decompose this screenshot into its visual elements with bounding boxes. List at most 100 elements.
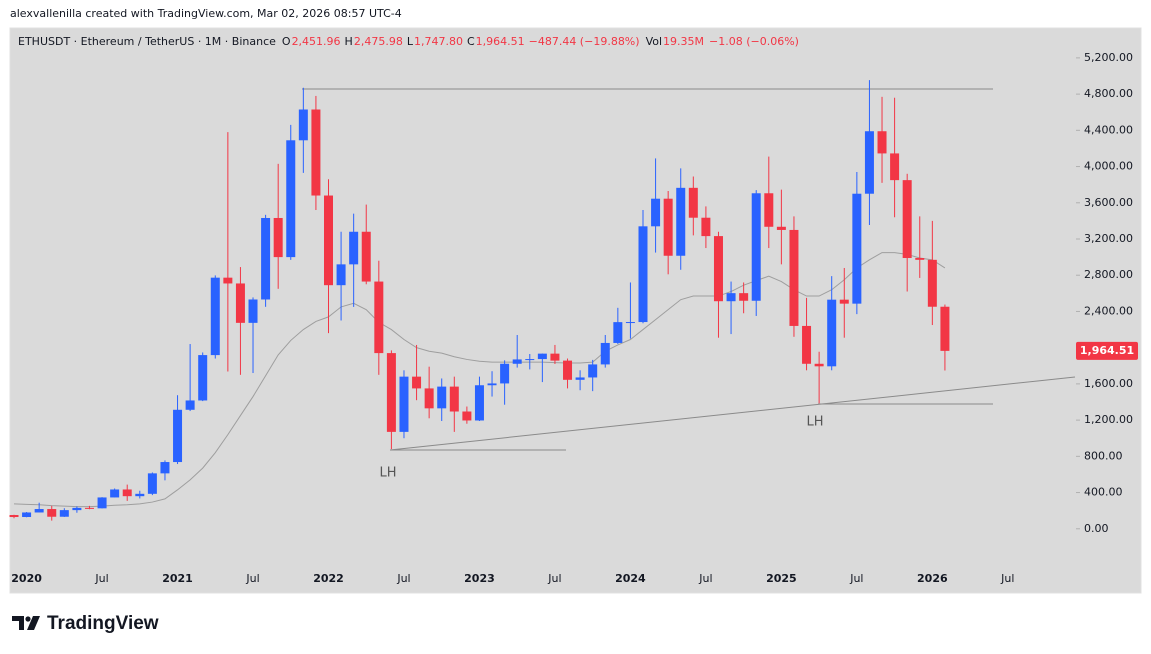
candle-body xyxy=(110,489,120,498)
candle-body xyxy=(915,258,925,260)
candle-body xyxy=(500,363,510,384)
candle-body xyxy=(877,131,887,154)
candle-body xyxy=(789,229,799,326)
y-tick-label: 4,800.00 xyxy=(1084,87,1133,100)
candle-body xyxy=(726,293,736,302)
candle-body xyxy=(613,322,623,343)
candle-body xyxy=(122,489,132,497)
candle-body xyxy=(600,342,610,365)
y-tick-label: 2,800.00 xyxy=(1084,268,1133,281)
legend-key: Vol xyxy=(646,35,662,48)
candle-body xyxy=(248,299,258,323)
candle-body xyxy=(462,411,472,421)
logo-mark xyxy=(25,616,31,622)
candle-body xyxy=(97,497,107,509)
y-tick-label: 800.00 xyxy=(1084,449,1123,462)
candle-body xyxy=(273,217,283,258)
candle-body xyxy=(349,231,359,265)
drawing-line xyxy=(389,376,1076,451)
candle-body xyxy=(902,180,912,259)
candle-body xyxy=(550,353,560,361)
candle-body xyxy=(651,198,661,227)
candle-body xyxy=(827,299,837,367)
price-label: 1,964.51 xyxy=(1080,344,1134,357)
candle-body xyxy=(864,131,874,194)
y-tick-label: 1,200.00 xyxy=(1084,413,1133,426)
candle-body xyxy=(9,515,19,518)
candle-body xyxy=(575,377,585,380)
candle-body xyxy=(751,193,761,301)
x-tick-label: Jul xyxy=(94,572,108,585)
legend-key: L xyxy=(407,35,414,48)
logo: TradingView xyxy=(12,613,159,634)
x-tick-label: Jul xyxy=(547,572,561,585)
y-tick-label: 4,000.00 xyxy=(1084,160,1133,173)
x-tick-label: 2026 xyxy=(917,572,948,585)
candle-body xyxy=(625,322,635,324)
candle-body xyxy=(940,306,950,351)
candle-body xyxy=(449,386,459,412)
legend-value: 19.35M xyxy=(663,35,704,48)
y-tick-label: 1,600.00 xyxy=(1084,377,1133,390)
candle-body xyxy=(84,507,94,509)
x-tick-label: 2020 xyxy=(11,572,42,585)
x-tick-label: Jul xyxy=(849,572,863,585)
header: alexvallenilla created with TradingView.… xyxy=(10,7,402,20)
plot xyxy=(9,80,950,521)
x-tick-label: 2022 xyxy=(313,572,344,585)
candle-body xyxy=(72,507,82,511)
candle-body xyxy=(525,359,535,361)
candle-body xyxy=(412,376,422,389)
y-tick-label: 3,200.00 xyxy=(1084,232,1133,245)
candle-body xyxy=(324,195,333,286)
candle-body xyxy=(474,385,484,421)
y-tick-label: 2,400.00 xyxy=(1084,304,1133,317)
candle-body xyxy=(374,281,384,354)
legend-value: 2,451.96 xyxy=(292,35,341,48)
candle-body xyxy=(638,226,648,323)
legend-change: −1.08 (−0.06%) xyxy=(709,35,799,48)
annotation: LH xyxy=(806,415,823,430)
x-tick-label: Jul xyxy=(1000,572,1014,585)
candle-body xyxy=(588,364,598,378)
candle-body xyxy=(22,512,32,518)
y-tick-label: 3,600.00 xyxy=(1084,196,1133,209)
y-tick-label: 5,200.00 xyxy=(1084,51,1133,64)
price-label-box xyxy=(1076,341,1138,360)
candle-body xyxy=(713,236,723,302)
candle-body xyxy=(336,264,346,286)
x-tick-label: 2025 xyxy=(766,572,797,585)
legend-value: 1,964.51 xyxy=(476,35,525,48)
candle-body xyxy=(160,462,170,474)
x-tick-label: 2021 xyxy=(162,572,193,585)
candle-body xyxy=(764,193,774,227)
candle-body xyxy=(437,386,447,409)
legend-symbol: ETHUSDT · Ethereum / TetherUS · 1M · Bin… xyxy=(18,35,276,48)
candle-body xyxy=(890,153,900,181)
legend-key: C xyxy=(467,35,475,48)
candle-body xyxy=(399,376,409,432)
legend-key: O xyxy=(282,35,291,48)
y-tick-label: 0.00 xyxy=(1084,522,1109,535)
x-tick-label: 2023 xyxy=(464,572,495,585)
candle-body xyxy=(361,231,371,282)
candle-body xyxy=(852,193,862,304)
candle-body xyxy=(135,493,145,497)
candle-body xyxy=(34,509,44,513)
legend-change: −487.44 (−19.88%) xyxy=(529,35,640,48)
candle-body xyxy=(59,510,69,517)
candle-body xyxy=(776,226,786,230)
axes: 0.00400.00800.001,200.001,600.002,000.00… xyxy=(11,51,1138,585)
candle-body xyxy=(185,400,195,410)
x-tick-label: Jul xyxy=(245,572,259,585)
candle-body xyxy=(739,293,749,301)
legend: ETHUSDT · Ethereum / TetherUS · 1M · Bin… xyxy=(18,35,799,48)
candle-body xyxy=(173,409,183,463)
legend-key: H xyxy=(345,35,353,48)
chart-panel xyxy=(9,27,1142,594)
annotation: LH xyxy=(379,466,396,481)
footer-brand: TradingView xyxy=(47,613,159,634)
candle-body xyxy=(223,277,233,284)
